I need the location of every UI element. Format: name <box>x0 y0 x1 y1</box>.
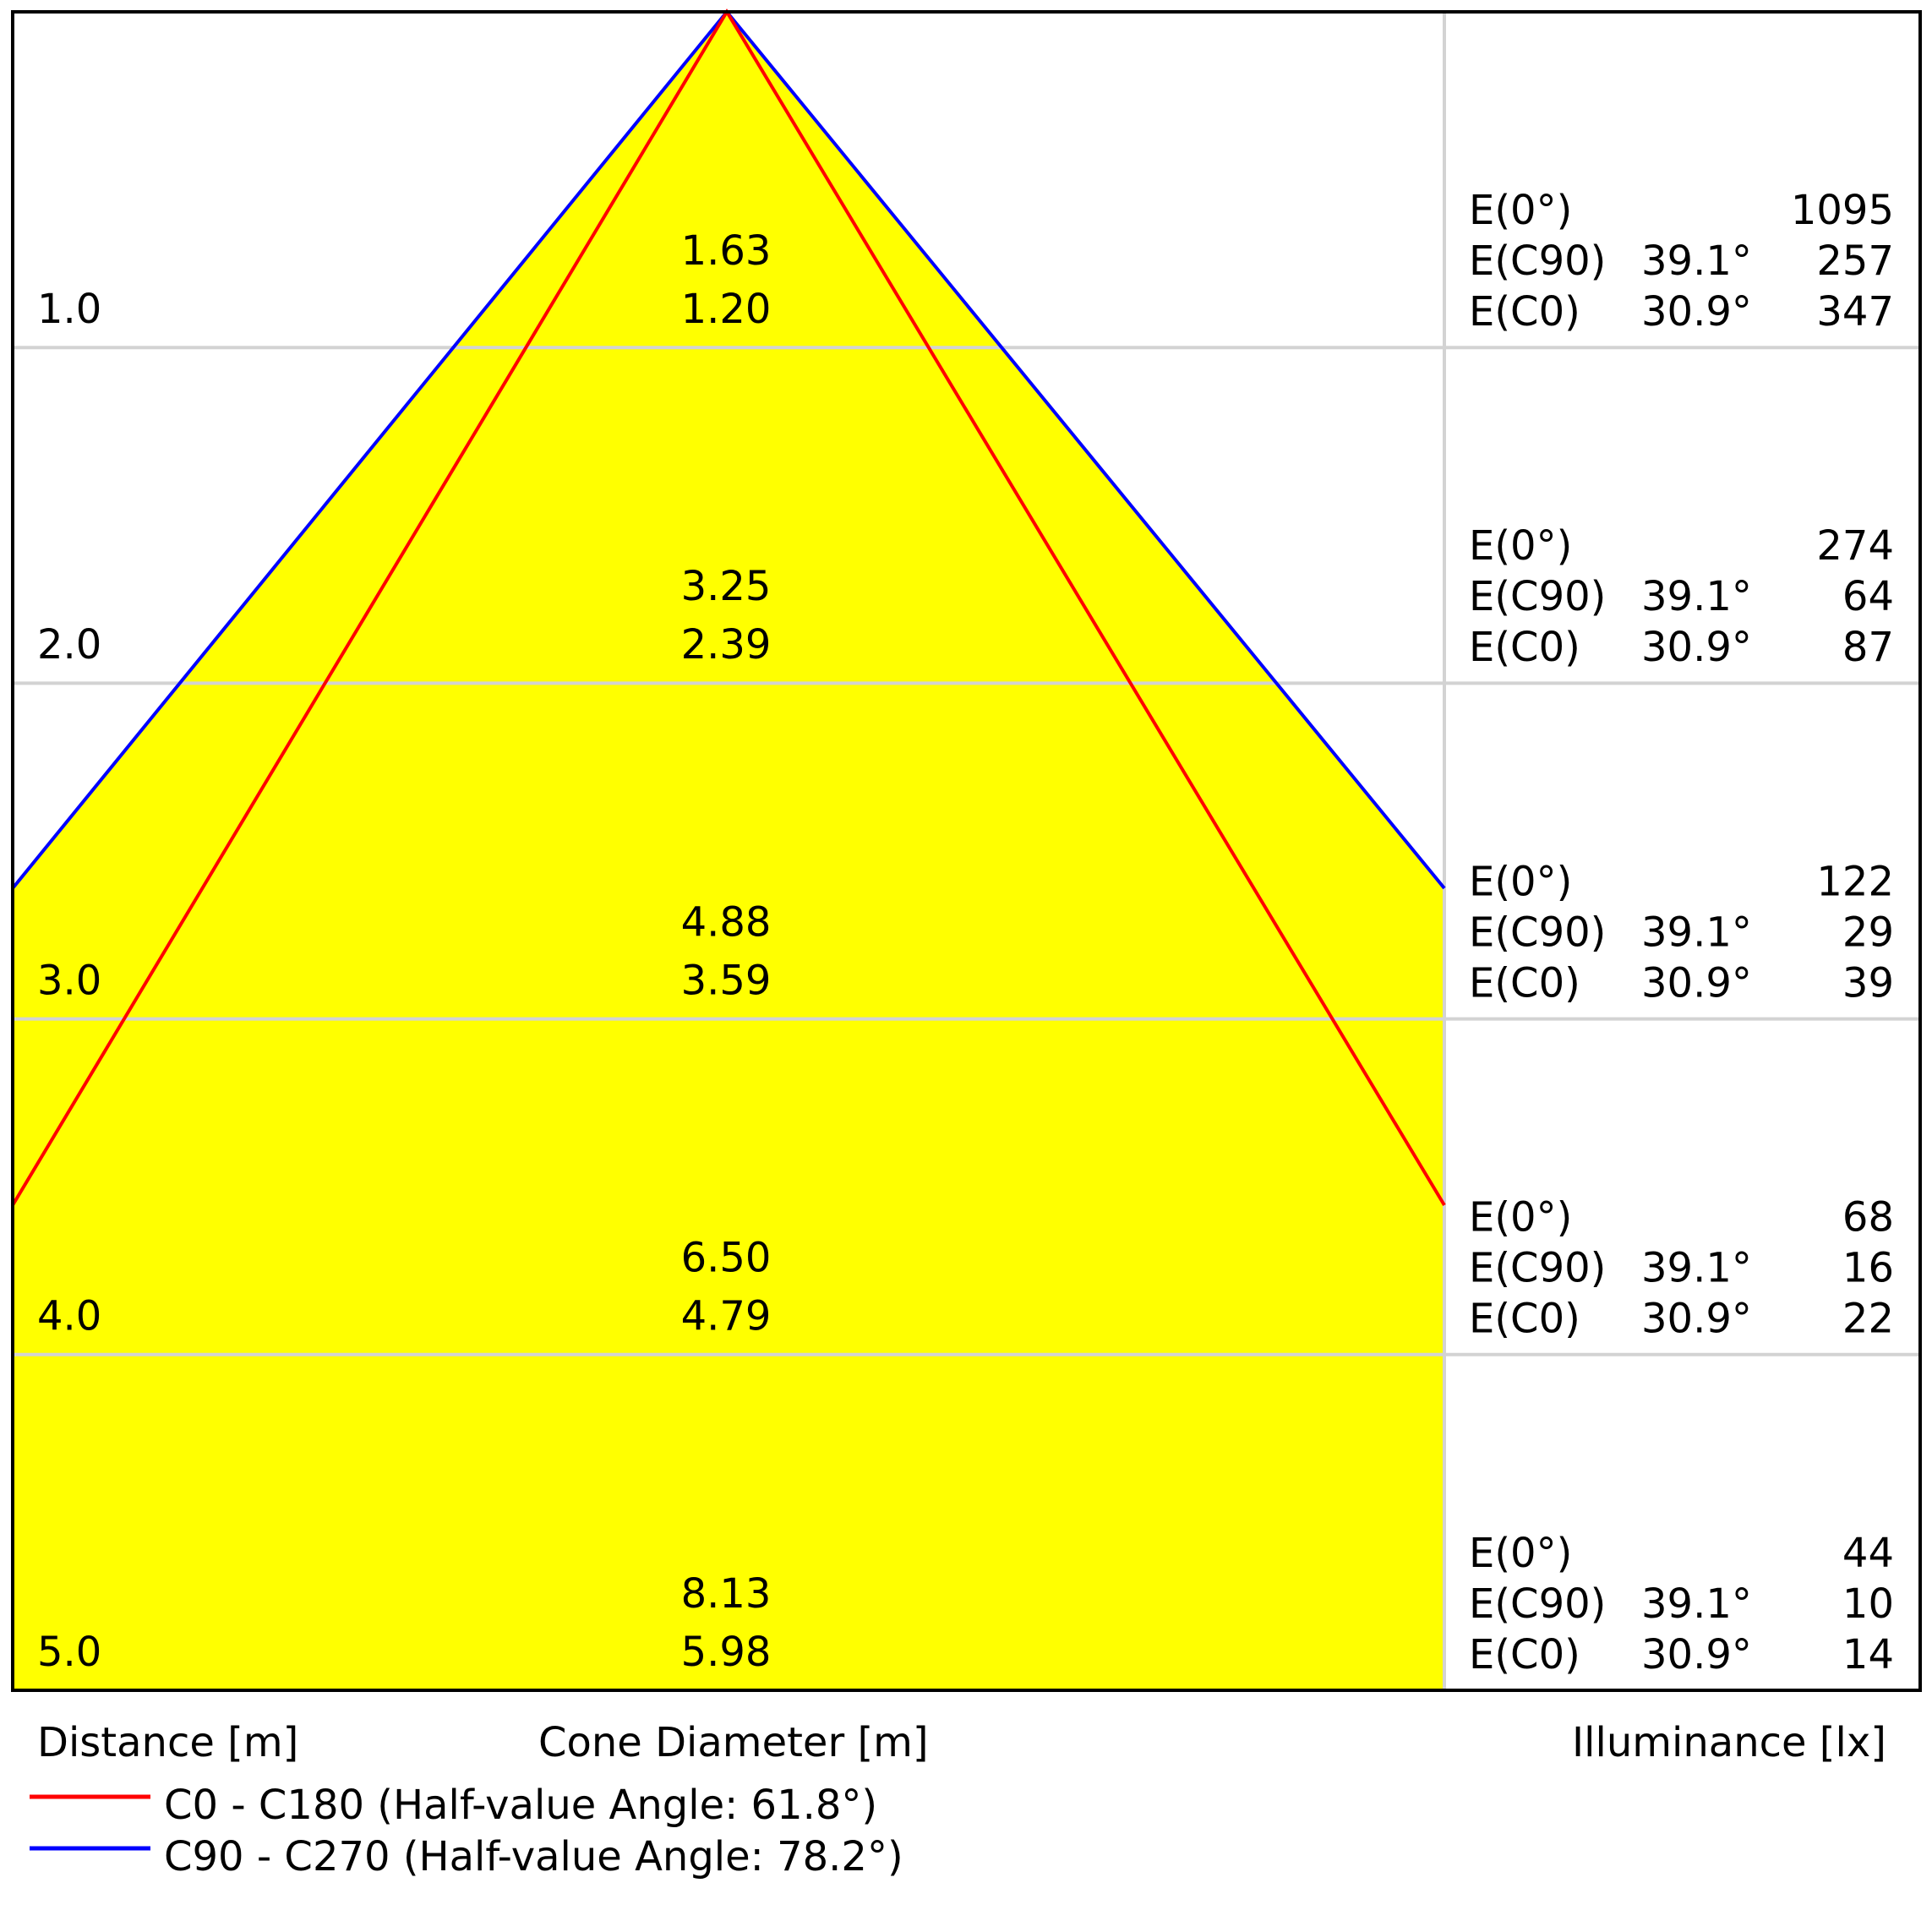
illuminance-label: E(C90) <box>1469 909 1606 956</box>
cone-diameter-c0: 3.59 <box>681 957 772 1004</box>
cone-axis-label: Cone Diameter [m] <box>538 1719 929 1766</box>
legend-label-c90: C90 - C270 (Half-value Angle: 78.2°) <box>164 1833 903 1880</box>
legend-label-c0: C0 - C180 (Half-value Angle: 61.8°) <box>164 1782 877 1829</box>
distance-label: 3.0 <box>37 957 101 1004</box>
illuminance-ec0: 87 <box>1842 624 1894 671</box>
distance-label: 2.0 <box>37 621 101 669</box>
cone-diameter-c0: 2.39 <box>681 621 772 669</box>
illuminance-e0: 1095 <box>1791 187 1894 234</box>
illuminance-ec90: 257 <box>1816 237 1894 285</box>
illuminance-label: E(C0) <box>1469 959 1580 1007</box>
illuminance-label: E(0°) <box>1469 522 1572 570</box>
illuminance-label: E(C90) <box>1469 237 1606 285</box>
illuminance-ec90: 16 <box>1842 1245 1894 1292</box>
illuminance-ec90: 29 <box>1842 909 1894 956</box>
illuminance-e0: 122 <box>1816 858 1894 905</box>
angle-c90: 39.1° <box>1641 573 1752 620</box>
illuminance-label: E(C0) <box>1469 1296 1580 1343</box>
cone-diameter-c90: 4.88 <box>681 898 772 946</box>
illuminance-e0: 44 <box>1842 1530 1894 1577</box>
illuminance-ec0: 39 <box>1842 959 1894 1007</box>
angle-c0: 30.9° <box>1641 1631 1752 1678</box>
cone-fill <box>13 12 1444 1690</box>
cone-diameter-c90: 1.63 <box>681 227 772 275</box>
distance-label: 5.0 <box>37 1629 101 1676</box>
illuminance-label: E(C90) <box>1469 573 1606 620</box>
illuminance-axis-label: Illuminance [lx] <box>1572 1719 1886 1766</box>
illuminance-ec90: 10 <box>1842 1580 1894 1628</box>
cone-diameter-c0: 5.98 <box>681 1629 772 1676</box>
cone-diameter-c90: 6.50 <box>681 1235 772 1282</box>
cone-diameter-c90: 3.25 <box>681 563 772 610</box>
distance-label: 1.0 <box>37 286 101 333</box>
illuminance-label: E(0°) <box>1469 187 1572 234</box>
illuminance-ec90: 64 <box>1842 573 1894 620</box>
angle-c90: 39.1° <box>1641 909 1752 956</box>
angle-c0: 30.9° <box>1641 959 1752 1007</box>
angle-c0: 30.9° <box>1641 624 1752 671</box>
illuminance-label: E(C0) <box>1469 624 1580 671</box>
illuminance-label: E(0°) <box>1469 858 1572 905</box>
cone-diameter-c0: 4.79 <box>681 1293 772 1340</box>
illuminance-ec0: 347 <box>1816 288 1894 336</box>
distance-axis-label: Distance [m] <box>37 1719 298 1766</box>
illuminance-ec0: 14 <box>1842 1631 1894 1678</box>
illuminance-e0: 68 <box>1842 1194 1894 1242</box>
illuminance-ec0: 22 <box>1842 1296 1894 1343</box>
distance-label: 4.0 <box>37 1293 101 1340</box>
angle-c90: 39.1° <box>1641 237 1752 285</box>
angle-c90: 39.1° <box>1641 1245 1752 1292</box>
illuminance-label: E(0°) <box>1469 1194 1572 1242</box>
frame <box>11 10 1922 1692</box>
illuminance-label: E(C90) <box>1469 1580 1606 1628</box>
angle-c0: 30.9° <box>1641 1296 1752 1343</box>
cone-diameter-c90: 8.13 <box>681 1570 772 1618</box>
illuminance-label: E(0°) <box>1469 1530 1572 1577</box>
illuminance-label: E(C90) <box>1469 1245 1606 1292</box>
cone-diameter-c0: 1.20 <box>681 286 772 333</box>
illuminance-label: E(C0) <box>1469 288 1580 336</box>
angle-c0: 30.9° <box>1641 288 1752 336</box>
illuminance-label: E(C0) <box>1469 1631 1580 1678</box>
angle-c90: 39.1° <box>1641 1580 1752 1628</box>
illuminance-e0: 274 <box>1816 522 1894 570</box>
